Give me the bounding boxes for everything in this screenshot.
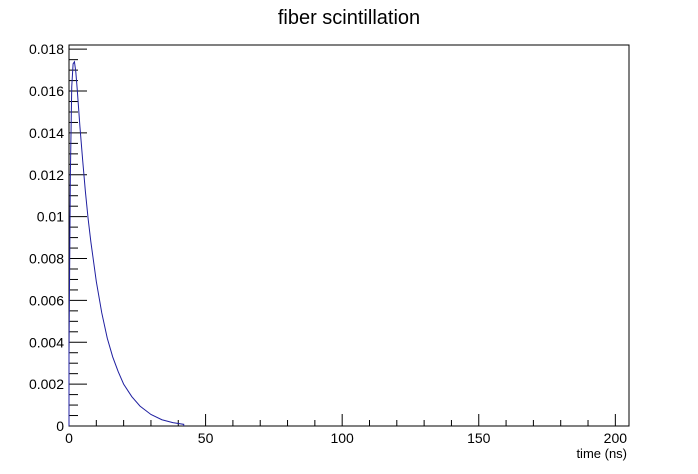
x-tick-label: 50 bbox=[198, 430, 214, 446]
x-axis-ticks bbox=[68, 414, 616, 426]
y-tick-label: 0.004 bbox=[29, 334, 64, 350]
x-tick-label: 0 bbox=[65, 430, 73, 446]
y-tick-label: 0.018 bbox=[29, 41, 64, 57]
x-tick-label: 150 bbox=[467, 430, 491, 446]
x-tick-label: 200 bbox=[604, 430, 628, 446]
x-axis-tick-labels: 0 50 100 150 200 bbox=[65, 430, 627, 446]
y-tick-label: 0 bbox=[56, 418, 64, 434]
y-tick-label: 0.01 bbox=[37, 209, 64, 225]
scintillation-histogram-line bbox=[68, 60, 185, 426]
plot-frame bbox=[68, 44, 630, 427]
y-axis-ticks bbox=[69, 48, 87, 427]
y-tick-label: 0.006 bbox=[29, 292, 64, 308]
x-axis-label: time (ns) bbox=[576, 446, 627, 461]
y-tick-label: 0.002 bbox=[29, 376, 64, 392]
y-tick-label: 0.008 bbox=[29, 251, 64, 267]
y-tick-label: 0.012 bbox=[29, 167, 64, 183]
chart-title: fiber scintillation bbox=[278, 7, 420, 29]
x-tick-label: 100 bbox=[330, 430, 354, 446]
y-axis-tick-labels: 0 0.002 0.004 0.006 0.008 0.01 0.012 0.014 0.016… bbox=[29, 41, 64, 434]
y-tick-label: 0.016 bbox=[29, 83, 64, 99]
y-tick-label: 0.014 bbox=[29, 125, 64, 141]
